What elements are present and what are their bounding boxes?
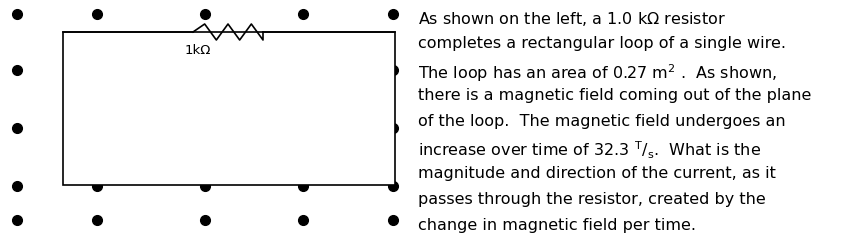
Text: 1kΩ: 1kΩ: [185, 44, 211, 57]
Text: completes a rectangular loop of a single wire.: completes a rectangular loop of a single…: [418, 36, 785, 51]
Text: of the loop.  The magnetic field undergoes an: of the loop. The magnetic field undergoe…: [418, 114, 785, 129]
Text: The loop has an area of 0.27 m$^2$ .  As shown,: The loop has an area of 0.27 m$^2$ . As …: [418, 62, 776, 84]
Text: there is a magnetic field coming out of the plane: there is a magnetic field coming out of …: [418, 88, 810, 103]
Bar: [63, 32, 394, 185]
Text: change in magnetic field per time.: change in magnetic field per time.: [418, 218, 695, 233]
Text: magnitude and direction of the current, as it: magnitude and direction of the current, …: [418, 166, 775, 181]
Text: increase over time of 32.3 $\mathregular{^T/_s}$.  What is the: increase over time of 32.3 $\mathregular…: [418, 140, 760, 161]
Text: passes through the resistor, created by the: passes through the resistor, created by …: [418, 192, 765, 207]
Text: As shown on the left, a 1.0 k$\Omega$ resistor: As shown on the left, a 1.0 k$\Omega$ re…: [418, 10, 725, 28]
